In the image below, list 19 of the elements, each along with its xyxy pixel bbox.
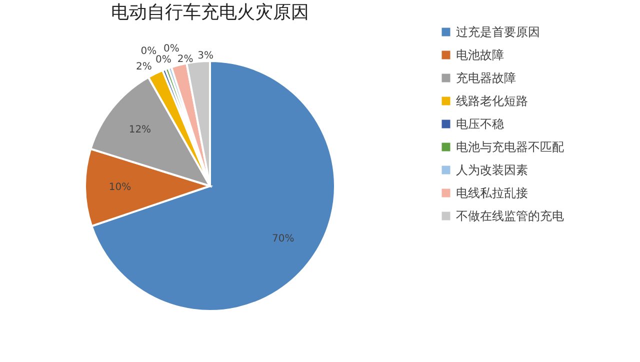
legend-label: 电池与充电器不匹配	[456, 140, 564, 154]
legend-label: 过充是首要原因	[456, 25, 540, 39]
legend-label: 电线私拉乱接	[456, 186, 528, 200]
data-label: 2%	[177, 54, 194, 66]
legend-label: 线路老化短路	[456, 94, 528, 108]
data-label: 2%	[136, 61, 152, 72]
data-label: 10%	[108, 182, 132, 194]
data-label: 70%	[272, 233, 294, 244]
data-label: 0%	[140, 46, 157, 58]
legend-label: 电池故障	[456, 48, 504, 62]
legend-label: 电压不稳	[456, 117, 504, 131]
data-label: 12%	[128, 124, 152, 136]
data-label: 3%	[198, 50, 214, 62]
data-label: 0%	[163, 44, 180, 55]
legend-label: 充电器故障	[456, 71, 516, 85]
legend-label: 人为改装因素	[456, 163, 528, 177]
chart-title: 电动自行车充电火灾原因	[111, 2, 309, 23]
data-label: 0%	[156, 54, 172, 66]
legend-label: 不做在线监管的充电	[456, 209, 564, 223]
